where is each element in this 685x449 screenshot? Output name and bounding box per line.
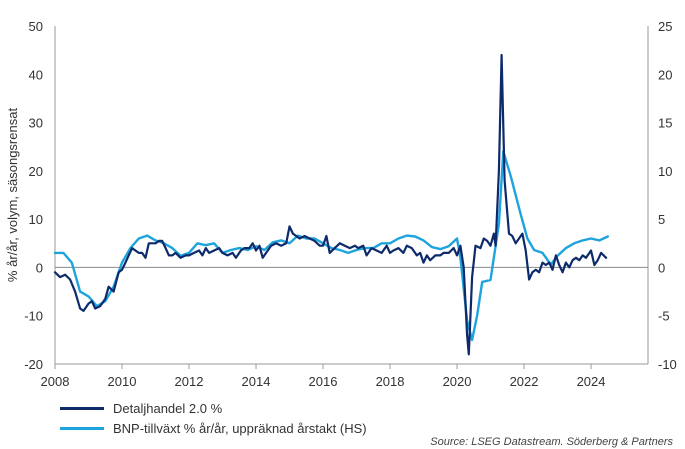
- y-left-tick-label: 30: [29, 116, 43, 131]
- chart-axes: [54, 26, 649, 369]
- y-left-tick-label: 20: [29, 164, 43, 179]
- x-tick-label: 2016: [309, 374, 338, 389]
- chart-series: [53, 53, 609, 356]
- source-note: Source: LSEG Datastream. Söderberg & Par…: [430, 436, 673, 448]
- x-tick-label: 2022: [510, 374, 539, 389]
- y-right-tick-label: 5: [658, 212, 665, 227]
- x-tick-label: 2020: [443, 374, 472, 389]
- x-tick-label: 2010: [108, 374, 137, 389]
- x-tick-label: 2018: [376, 374, 405, 389]
- y-left-tick-label: 40: [29, 67, 43, 82]
- y-left-tick-label: -10: [24, 309, 43, 324]
- chart-tick-labels: -20 -10 0 10 20 30 40 50 -10 -5 0 5 10 15 20 25 2008 2010…: [24, 19, 677, 389]
- x-tick-label: 2014: [242, 374, 271, 389]
- y-left-tick-label: 0: [36, 260, 43, 275]
- legend-item-gdp: BNP-tillväxt % år/år, uppräknad årstakt …: [60, 418, 367, 438]
- legend-label-gdp: BNP-tillväxt % år/år, uppräknad årstakt …: [113, 420, 367, 436]
- y-axis-label: % år/år, volym, säsongsrensat: [5, 108, 20, 283]
- y-left-tick-label: -20: [24, 357, 43, 372]
- legend: Detaljhandel 2.0 % BNP-tillväxt % år/år,…: [60, 398, 367, 438]
- chart: -20 -10 0 10 20 30 40 50 -10 -5 0 5 10 15 20 25 2008 2010…: [5, 19, 677, 389]
- series-line-retail: [53, 53, 608, 356]
- y-right-tick-label: -10: [658, 357, 677, 372]
- y-right-tick-label: -5: [658, 309, 670, 324]
- y-right-tick-label: 15: [658, 116, 672, 131]
- y-right-tick-label: 10: [658, 164, 672, 179]
- series-line-gdp: [53, 150, 609, 342]
- y-right-tick-label: 0: [658, 260, 665, 275]
- legend-swatch-gdp: [60, 426, 104, 430]
- y-right-tick-label: 20: [658, 67, 672, 82]
- legend-label-retail: Detaljhandel 2.0 %: [113, 400, 223, 416]
- x-tick-label: 2024: [577, 374, 606, 389]
- x-tick-label: 2012: [175, 374, 204, 389]
- y-left-tick-label: 10: [29, 212, 43, 227]
- y-right-tick-label: 25: [658, 19, 672, 34]
- legend-item-retail: Detaljhandel 2.0 %: [60, 398, 367, 418]
- legend-swatch-retail: [60, 406, 104, 410]
- y-left-tick-label: 50: [29, 19, 43, 34]
- x-tick-label: 2008: [41, 374, 70, 389]
